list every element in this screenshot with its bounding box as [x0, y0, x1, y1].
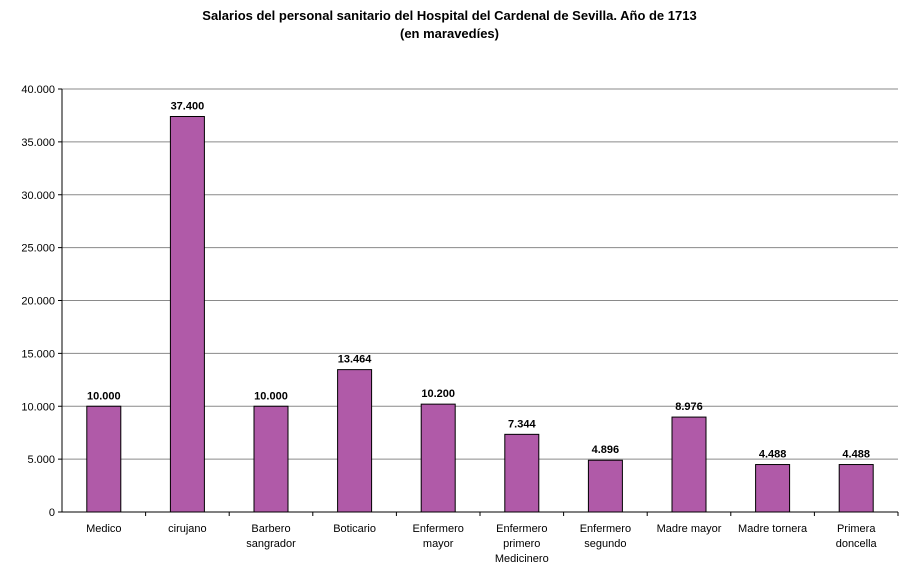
data-label: 37.400 [171, 100, 205, 112]
x-tick-label: Primera doncella [836, 523, 878, 550]
x-tick-label: Enfermero primero Medicinero [495, 523, 549, 565]
bar [672, 417, 706, 512]
y-tick-label: 10.000 [21, 401, 55, 413]
bar [588, 460, 622, 512]
data-label: 7.344 [508, 418, 536, 430]
data-label: 8.976 [675, 401, 703, 413]
bar [421, 404, 455, 512]
bar [839, 465, 873, 512]
y-tick-label: 20.000 [21, 296, 55, 308]
data-label: 4.488 [842, 449, 870, 461]
data-label: 13.464 [338, 354, 373, 366]
x-tick-label: Madre mayor [657, 523, 722, 535]
bar [87, 406, 121, 512]
bar [254, 406, 288, 512]
x-tick-label: Madre tornera [738, 523, 808, 535]
data-label: 4.488 [759, 449, 787, 461]
x-tick-label: Medico [86, 523, 121, 535]
y-tick-label: 30.000 [21, 190, 55, 202]
y-tick-label: 0 [49, 507, 55, 519]
bar [756, 465, 790, 512]
x-tick-label: Barbero sangrador [246, 523, 296, 550]
x-tick-label: Boticario [333, 523, 376, 535]
y-tick-label: 25.000 [21, 243, 55, 255]
data-label: 10.000 [254, 390, 288, 402]
bar [170, 116, 204, 512]
y-tick-label: 5.000 [27, 454, 55, 466]
x-tick-label: Enfermero segundo [580, 523, 631, 550]
bar [505, 434, 539, 512]
data-label: 4.896 [592, 444, 620, 456]
y-tick-label: 15.000 [21, 348, 55, 360]
x-tick-label: cirujano [168, 523, 207, 535]
data-label: 10.000 [87, 390, 121, 402]
y-tick-label: 35.000 [21, 137, 55, 149]
y-tick-label: 40.000 [21, 84, 55, 96]
x-tick-label: Enfermero mayor [413, 523, 464, 550]
data-label: 10.200 [421, 388, 455, 400]
bar [338, 370, 372, 512]
